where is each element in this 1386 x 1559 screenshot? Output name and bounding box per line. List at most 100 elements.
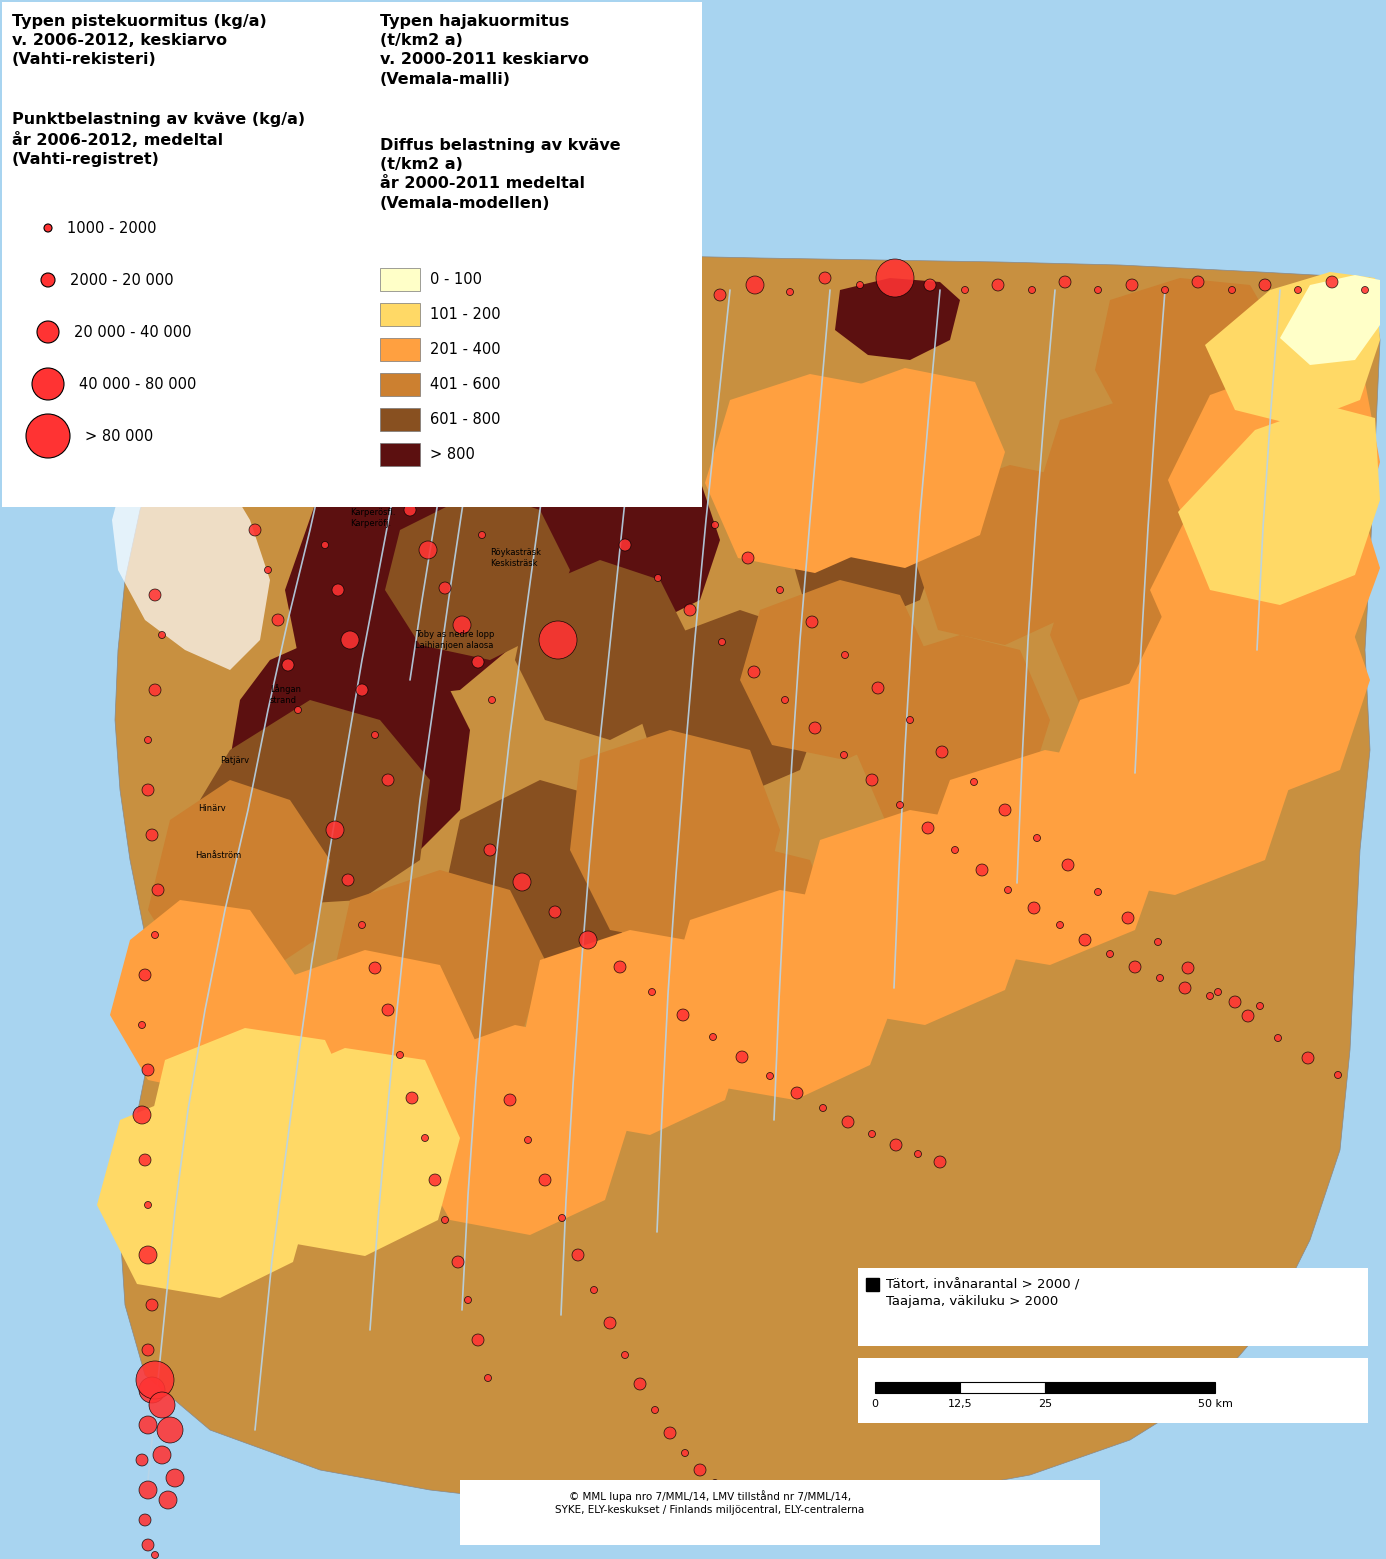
Circle shape: [359, 921, 366, 929]
Circle shape: [539, 620, 577, 659]
Polygon shape: [789, 465, 940, 625]
Polygon shape: [918, 750, 1166, 965]
Circle shape: [819, 1104, 826, 1112]
Circle shape: [651, 1406, 658, 1414]
Circle shape: [445, 461, 452, 469]
Circle shape: [26, 415, 71, 458]
Bar: [960, 1381, 1045, 1394]
Text: Punktbelastning av kväve (kg/a)
år 2006-2012, medeltal
(Vahti-registret): Punktbelastning av kväve (kg/a) år 2006-…: [12, 112, 305, 167]
Text: Hinärv: Hinärv: [198, 803, 226, 812]
Polygon shape: [263, 949, 475, 1155]
Circle shape: [383, 773, 394, 786]
Circle shape: [840, 751, 847, 759]
Circle shape: [249, 524, 261, 536]
Circle shape: [614, 284, 626, 296]
Circle shape: [1295, 287, 1301, 293]
Circle shape: [676, 483, 687, 496]
Circle shape: [714, 288, 726, 301]
Circle shape: [1078, 934, 1091, 946]
Circle shape: [139, 1416, 157, 1434]
Text: 201 - 400: 201 - 400: [430, 341, 500, 357]
Circle shape: [572, 1249, 584, 1261]
Circle shape: [906, 717, 913, 723]
Circle shape: [139, 970, 151, 981]
Circle shape: [44, 224, 53, 232]
Circle shape: [1182, 962, 1193, 974]
Circle shape: [1123, 912, 1134, 924]
Circle shape: [459, 494, 471, 507]
Polygon shape: [1178, 405, 1380, 605]
Circle shape: [166, 1469, 184, 1487]
Circle shape: [406, 1091, 419, 1104]
Circle shape: [857, 282, 863, 288]
Circle shape: [694, 1464, 705, 1476]
Circle shape: [1275, 1035, 1282, 1041]
Circle shape: [962, 287, 969, 293]
Text: 12,5: 12,5: [948, 1398, 973, 1409]
Bar: [858, 1358, 1368, 1423]
Circle shape: [42, 273, 55, 287]
Circle shape: [151, 931, 158, 939]
Circle shape: [37, 321, 60, 343]
Circle shape: [421, 1135, 428, 1141]
Circle shape: [644, 452, 651, 458]
Circle shape: [633, 1378, 646, 1391]
Circle shape: [711, 1479, 718, 1486]
Polygon shape: [523, 931, 750, 1135]
Text: 50 km: 50 km: [1198, 1398, 1232, 1409]
Polygon shape: [705, 374, 915, 574]
Circle shape: [1228, 287, 1235, 293]
Circle shape: [513, 873, 531, 892]
Circle shape: [1229, 996, 1240, 1009]
Text: Hanåström: Hanåström: [195, 851, 241, 859]
Circle shape: [746, 276, 764, 295]
Circle shape: [1335, 1071, 1342, 1079]
Bar: [866, 1278, 879, 1291]
Circle shape: [150, 684, 161, 695]
Polygon shape: [1044, 670, 1295, 895]
Polygon shape: [330, 870, 545, 1076]
Bar: [1, 2, 701, 507]
Circle shape: [157, 1417, 183, 1444]
Polygon shape: [460, 430, 650, 600]
Circle shape: [766, 1073, 773, 1079]
Polygon shape: [796, 811, 1035, 1024]
Circle shape: [1161, 287, 1168, 293]
Circle shape: [439, 582, 450, 594]
Circle shape: [791, 1087, 802, 1099]
Circle shape: [453, 616, 471, 635]
Polygon shape: [915, 465, 1095, 645]
Circle shape: [464, 1297, 471, 1303]
Text: Karperösfl.
Karperöfj.: Karperösfl. Karperöfj.: [351, 508, 395, 529]
Circle shape: [890, 1140, 902, 1151]
Circle shape: [620, 539, 631, 550]
Bar: [380, 408, 420, 430]
Text: 2000 - 20 000: 2000 - 20 000: [71, 273, 173, 287]
Text: > 80 000: > 80 000: [85, 429, 154, 443]
Circle shape: [776, 586, 783, 594]
Text: Söckerbitar: Söckerbitar: [439, 293, 488, 302]
Bar: [380, 302, 420, 326]
Circle shape: [473, 656, 484, 667]
Polygon shape: [1051, 530, 1245, 720]
Circle shape: [924, 279, 936, 292]
Text: © MML lupa nro 7/MML/14, LMV tillstånd nr 7/MML/14,
SYKE, ELY-keskukset / Finlan: © MML lupa nro 7/MML/14, LMV tillstånd n…: [556, 1490, 865, 1515]
Circle shape: [1034, 834, 1041, 842]
Circle shape: [419, 541, 437, 560]
Circle shape: [869, 1130, 876, 1138]
Circle shape: [396, 1051, 403, 1059]
Circle shape: [1206, 993, 1214, 999]
Circle shape: [150, 1392, 175, 1419]
Polygon shape: [1204, 271, 1380, 426]
Circle shape: [614, 960, 626, 973]
Circle shape: [685, 287, 692, 293]
Circle shape: [478, 532, 485, 538]
Polygon shape: [1095, 278, 1285, 444]
Circle shape: [999, 804, 1010, 815]
Circle shape: [159, 1490, 177, 1509]
Circle shape: [1361, 287, 1368, 293]
Text: 0 - 100: 0 - 100: [430, 271, 482, 287]
Circle shape: [485, 1375, 492, 1381]
Polygon shape: [1035, 398, 1225, 585]
Circle shape: [936, 747, 948, 758]
